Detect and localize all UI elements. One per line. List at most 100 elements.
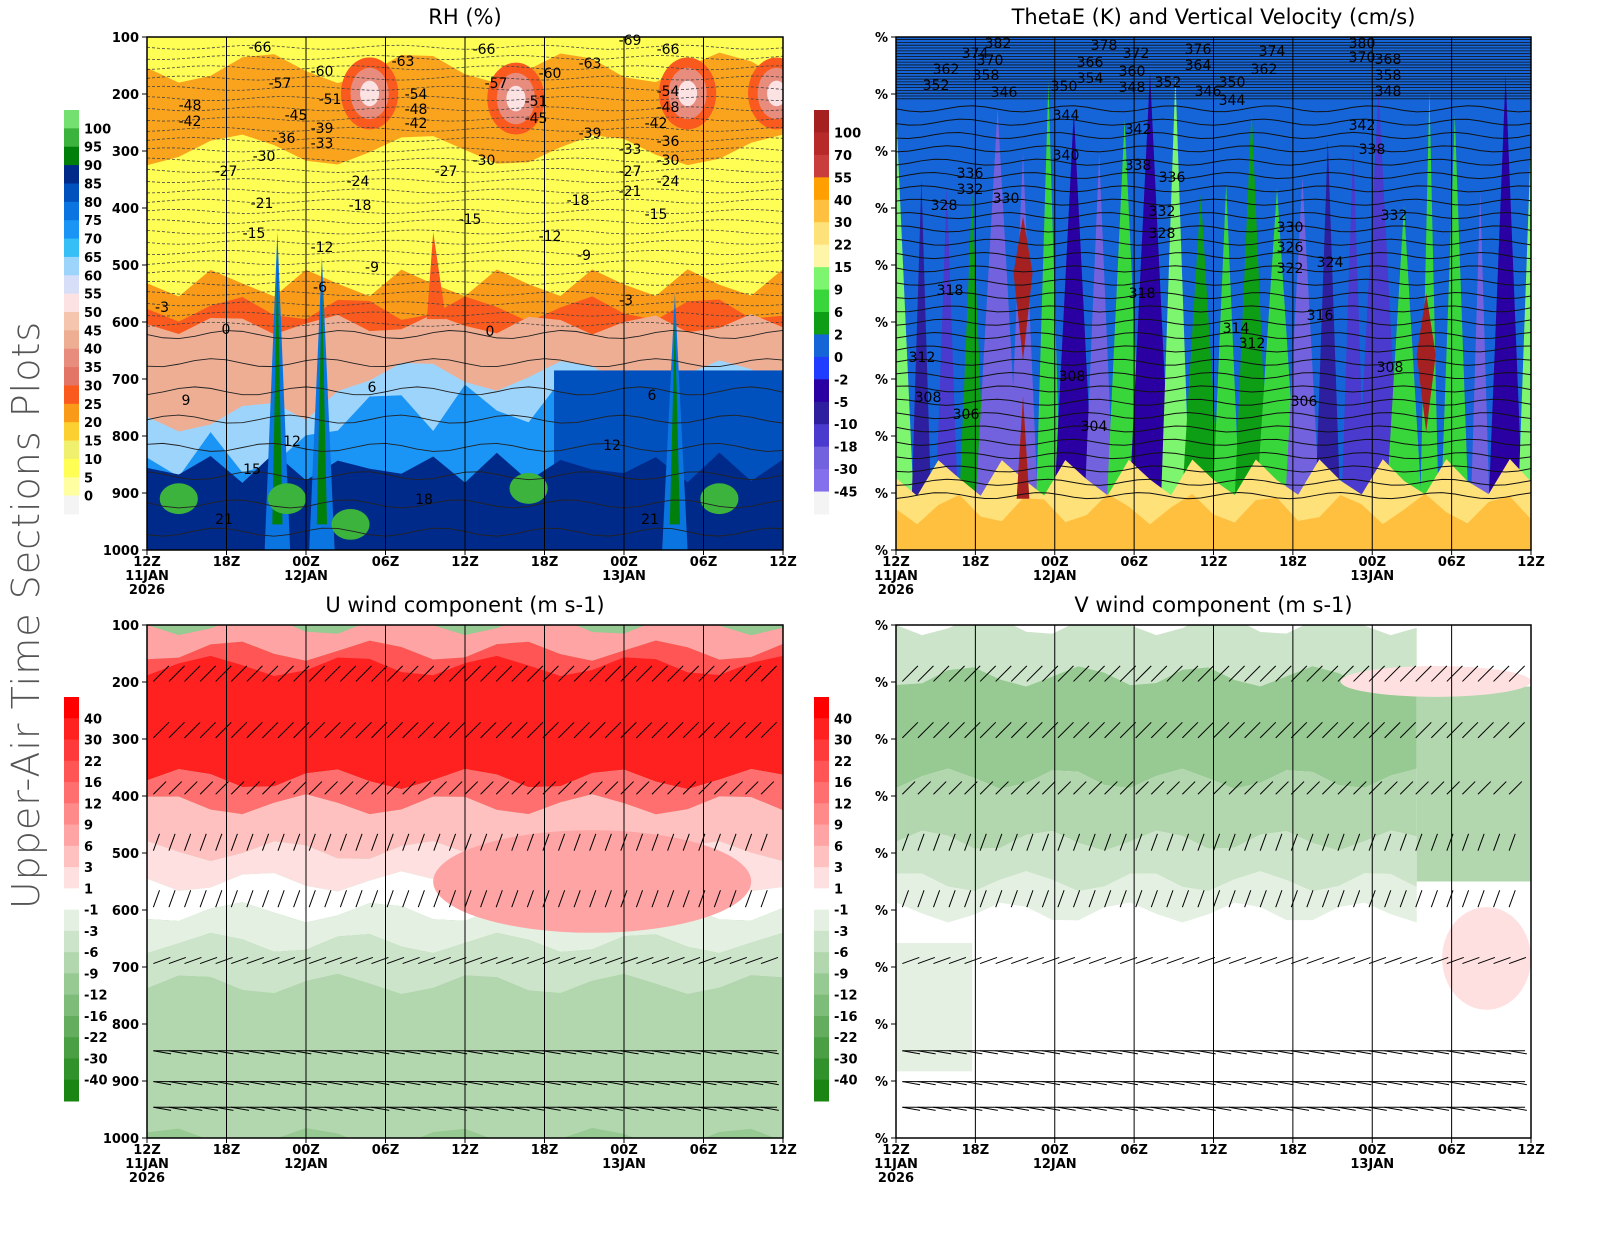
colorbar-label: -12: [834, 989, 858, 1004]
wind-barb: [308, 781, 323, 795]
wind-barb: [339, 665, 357, 682]
contour-label: 330: [1277, 220, 1304, 236]
wind-barb: [1182, 956, 1200, 965]
contour-label: -27: [215, 164, 238, 180]
y-tick-label: 200: [112, 88, 139, 103]
colorbar-label: -22: [834, 1031, 858, 1046]
colorbar-swatch: [64, 1079, 79, 1102]
wind-barb: [168, 833, 176, 851]
wind-barb: [1119, 665, 1137, 682]
wind-barb: [1150, 721, 1168, 739]
wind-barb: [1088, 833, 1096, 851]
contour-label: 15: [243, 462, 261, 478]
contour-label: 318: [937, 283, 964, 299]
wind-barb: [1462, 665, 1479, 682]
wind-barb: [636, 665, 653, 682]
wind-barb: [387, 1050, 405, 1055]
colorbar-swatch: [814, 132, 829, 156]
wind-barb: [231, 1106, 250, 1111]
colorbar-swatch: [814, 909, 829, 932]
wind-barb: [902, 1081, 921, 1086]
wind-barb: [355, 781, 370, 795]
wind-barb: [495, 721, 513, 739]
contour-label: -21: [619, 184, 642, 200]
wind-barb: [386, 833, 394, 851]
v-field-band: [896, 871, 1417, 923]
u-positive-tongue: [433, 830, 752, 933]
wind-barb: [1104, 781, 1118, 795]
wind-barb: [1197, 1106, 1216, 1111]
wind-barb: [667, 1106, 686, 1111]
rh-saturated-patch: [509, 473, 548, 504]
colorbar-swatch: [64, 994, 79, 1017]
wind-barb: [948, 721, 965, 739]
wind-barb: [573, 665, 590, 682]
wind-barb: [215, 833, 223, 851]
contour-label: -15: [645, 207, 668, 223]
y-tick-label: %: [875, 733, 888, 748]
wind-barb: [152, 833, 160, 851]
wind-barb: [729, 890, 737, 908]
colorbar-swatch: [814, 199, 829, 223]
wind-barb: [1399, 890, 1407, 908]
contour-label: 322: [1277, 261, 1304, 277]
wind-barb: [1291, 1106, 1310, 1111]
wind-barb: [1228, 1050, 1247, 1055]
colorbar-label: 40: [834, 194, 852, 209]
wind-barb: [1446, 721, 1463, 739]
wind-barb: [1088, 890, 1096, 908]
x-year-label: 2026: [878, 1171, 914, 1186]
colorbar-label: -1: [834, 904, 848, 919]
wind-barb: [1275, 890, 1283, 908]
wind-barb: [1197, 781, 1212, 795]
wind-barb: [1306, 781, 1320, 795]
contour-label: -66: [473, 42, 496, 58]
colorbar-swatch: [64, 697, 79, 719]
wind-barb: [1290, 721, 1308, 739]
wind-barb: [184, 890, 192, 908]
contour-label: 366: [1077, 55, 1104, 71]
colorbar-label: 75: [84, 214, 102, 229]
rh-temp-contour-dashed: [147, 65, 783, 71]
wind-barb: [1461, 833, 1470, 851]
wind-barb: [184, 1081, 203, 1086]
wind-barb: [620, 721, 637, 739]
te-velocity-column: [1469, 191, 1491, 550]
rh-temp-contour-dashed: [147, 260, 783, 266]
wind-barb: [635, 833, 644, 851]
wind-barb: [698, 956, 716, 965]
wind-barb: [402, 833, 410, 851]
colorbar-label: 30: [834, 216, 852, 231]
contour-label: -6: [313, 280, 327, 296]
wind-barb: [558, 833, 566, 851]
wind-barb: [964, 1050, 983, 1055]
wind-barb: [714, 1081, 733, 1086]
wind-barb: [371, 1050, 390, 1055]
colorbar-swatch: [64, 128, 79, 148]
rh-temp-contour-dashed: [147, 106, 783, 112]
contour-label: -48: [657, 100, 680, 116]
wind-barb: [1119, 781, 1134, 795]
wind-barb: [231, 1081, 250, 1086]
wind-barb: [995, 956, 1013, 965]
rh-saturated-patch: [700, 483, 739, 515]
wind-barb: [1399, 665, 1417, 682]
wind-barb: [542, 665, 559, 682]
colorbar-swatch: [64, 183, 79, 203]
panel-rh: RH (%)100200300400500600700800900100012Z…: [64, 5, 797, 598]
wind-barb: [745, 721, 762, 739]
wind-barb: [1384, 833, 1392, 851]
wind-barb: [651, 1050, 670, 1055]
contour-label: 340: [1053, 148, 1080, 164]
wind-barb: [1088, 1081, 1107, 1086]
wind-barb: [1244, 956, 1262, 965]
wind-barb: [1384, 721, 1401, 739]
wind-barb: [698, 1050, 717, 1055]
x-tick-label: 00Z: [610, 1143, 638, 1158]
y-tick-label: 100: [112, 31, 139, 46]
wind-barb: [1041, 890, 1049, 908]
wind-barb: [713, 890, 721, 908]
y-tick-label: %: [875, 847, 888, 862]
wind-barb: [262, 1106, 281, 1111]
wind-barb: [324, 1081, 343, 1086]
